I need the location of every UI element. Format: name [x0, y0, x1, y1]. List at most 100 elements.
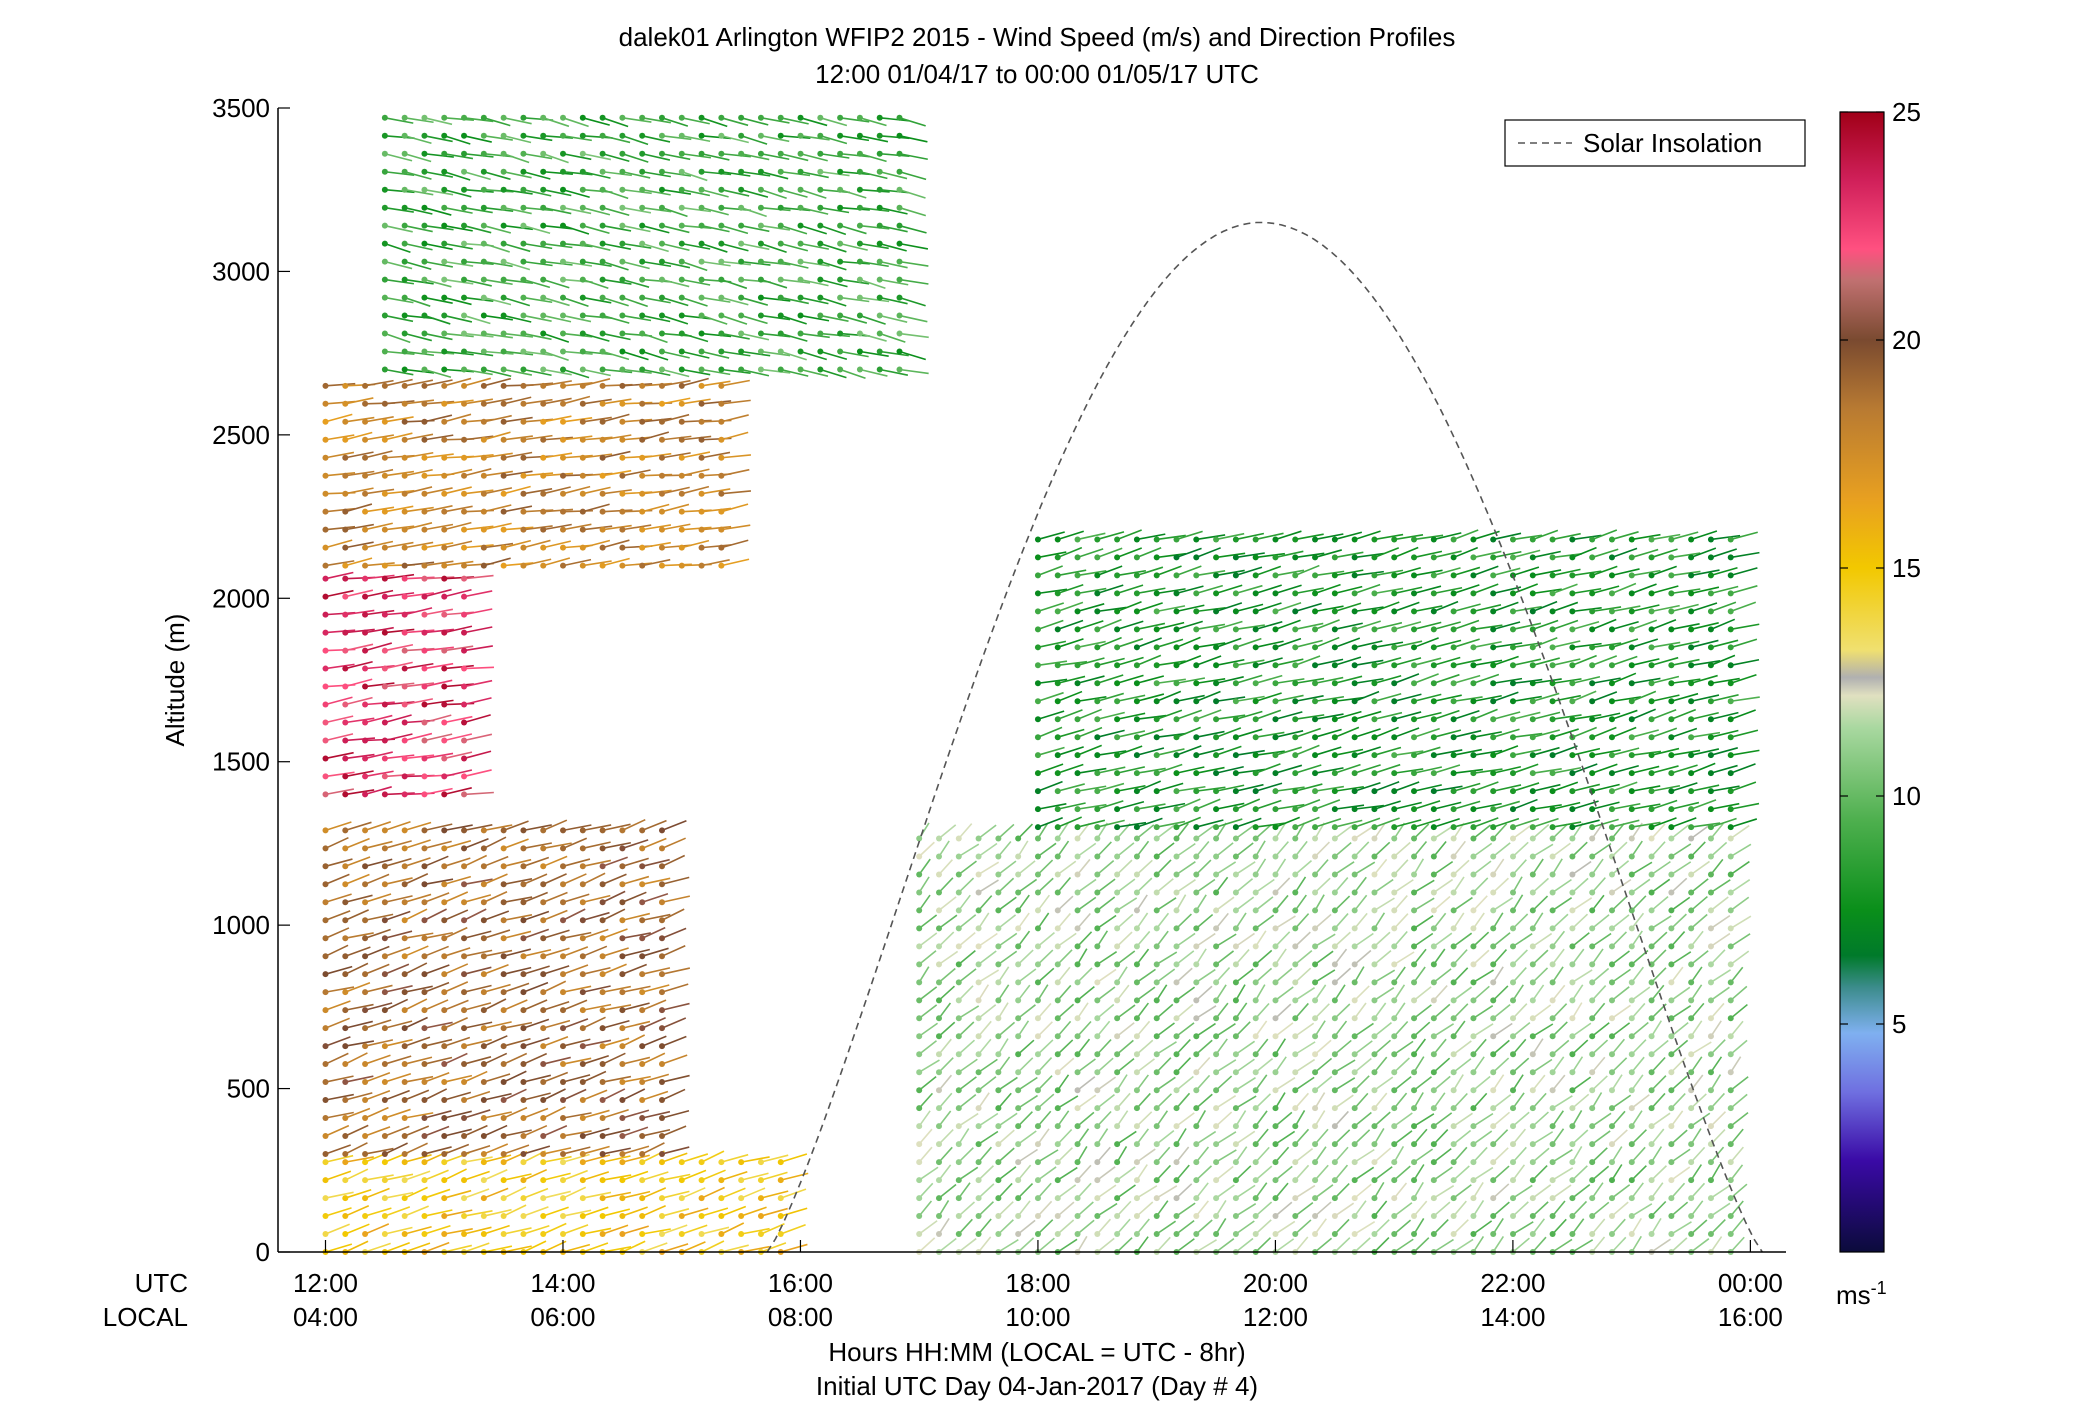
wind-barb — [1551, 966, 1564, 983]
wind-barb-dot — [461, 647, 468, 654]
wind-barb — [661, 1035, 687, 1047]
wind-barb — [899, 224, 927, 234]
wind-barb-dot — [1074, 907, 1081, 914]
wind-barb — [404, 1186, 428, 1199]
wind-barb — [1354, 1237, 1371, 1253]
wind-barb-dot — [1252, 698, 1259, 705]
wind-barb-dot — [1094, 734, 1101, 741]
wind-barb — [681, 296, 708, 307]
wind-barb — [1611, 931, 1628, 947]
wind-barb-dot — [1450, 1087, 1457, 1094]
wind-barb-dot — [1173, 1213, 1180, 1220]
wind-barb-dot — [560, 508, 567, 515]
wind-barb — [384, 505, 414, 513]
wind-barb-dot — [560, 899, 567, 906]
wind-barb-dot — [916, 1051, 923, 1058]
wind-barb-dot — [738, 258, 745, 265]
wind-barb-dot — [322, 1007, 329, 1014]
wind-barb — [958, 1237, 977, 1253]
wind-barb — [740, 224, 770, 233]
wind-barb — [1156, 1236, 1171, 1253]
wind-barb — [859, 260, 889, 268]
wind-barb — [1314, 894, 1325, 911]
wind-barb — [1096, 841, 1112, 858]
wind-barb-dot — [757, 1177, 764, 1184]
wind-barb-dot — [1351, 889, 1358, 896]
wind-barb-dot — [381, 701, 388, 708]
wind-barb-dot — [461, 665, 468, 672]
wind-barb — [1096, 1202, 1118, 1217]
wind-barb — [1196, 747, 1224, 756]
wind-barb-dot — [1450, 979, 1457, 986]
wind-barb — [918, 1092, 934, 1109]
wind-barb — [840, 134, 870, 142]
wind-barb — [1314, 1057, 1333, 1073]
wind-barb-dot — [381, 1007, 388, 1014]
wind-barb — [641, 1035, 667, 1047]
wind-barb — [1433, 1075, 1451, 1091]
wind-barb — [1037, 822, 1049, 839]
wind-barb — [1710, 879, 1731, 894]
wind-barb — [1156, 1164, 1172, 1181]
wind-barb-dot — [1193, 979, 1200, 986]
wind-barb-dot — [461, 611, 468, 618]
wind-barb-dot — [1232, 608, 1239, 615]
wind-barb-dot — [520, 114, 527, 121]
wind-barb-dot — [639, 186, 646, 193]
wind-barb-dot — [401, 1043, 408, 1050]
wind-barb — [1077, 708, 1102, 720]
wind-barb-dot — [1430, 1087, 1437, 1094]
wind-barb — [483, 1154, 512, 1163]
wind-barb-dot — [401, 827, 408, 834]
wind-barb — [444, 664, 474, 670]
wind-barb — [1017, 1183, 1034, 1199]
wind-barb — [444, 588, 472, 598]
wind-barb-dot — [1569, 835, 1576, 842]
wind-barb — [622, 1170, 649, 1181]
wind-barb — [483, 117, 511, 127]
wind-barb-dot — [1114, 1195, 1121, 1202]
wind-barb — [424, 646, 454, 652]
wind-barb-dot — [639, 1195, 646, 1202]
wind-barb-dot — [837, 168, 844, 175]
wind-barb — [582, 1191, 612, 1199]
wind-barb-dot — [678, 562, 685, 569]
wind-barb — [444, 1091, 472, 1101]
wind-barb — [918, 1237, 936, 1253]
wind-barb-dot — [560, 400, 567, 407]
wind-barb — [1611, 1146, 1623, 1163]
wind-barb-dot — [520, 526, 527, 533]
wind-barb-dot — [1114, 644, 1121, 651]
wind-barb-dot — [1133, 871, 1140, 878]
wind-barb — [602, 117, 629, 128]
wind-barb — [444, 1128, 472, 1137]
wind-barb — [1096, 896, 1116, 912]
wind-barb — [543, 415, 572, 423]
wind-barb-dot — [718, 1195, 725, 1202]
wind-barb-dot — [1569, 1105, 1576, 1112]
wind-barb — [1433, 1166, 1453, 1181]
wind-barb — [1611, 1201, 1629, 1217]
wind-barb — [1512, 1146, 1527, 1163]
wind-barb-dot — [1589, 943, 1596, 950]
wind-barb — [562, 381, 593, 387]
wind-barb-dot — [381, 1061, 388, 1068]
wind-barb-dot — [1272, 1195, 1279, 1202]
wind-barb — [879, 296, 908, 305]
wind-barb — [701, 206, 729, 216]
wind-barb-dot — [401, 204, 408, 211]
wind-barb — [364, 1089, 391, 1101]
wind-barb — [1512, 984, 1524, 1001]
wind-barb — [1176, 1075, 1194, 1091]
wind-barb — [1472, 1130, 1493, 1145]
wind-barb-dot — [1411, 961, 1418, 968]
wind-barb — [701, 242, 728, 253]
wind-barb-dot — [401, 575, 408, 582]
wind-barb — [1195, 913, 1214, 930]
wind-barb — [661, 503, 690, 513]
wind-barb-dot — [342, 989, 349, 996]
wind-barb-dot — [718, 276, 725, 283]
wind-barb-dot — [777, 114, 784, 121]
wind-barb — [622, 418, 653, 423]
